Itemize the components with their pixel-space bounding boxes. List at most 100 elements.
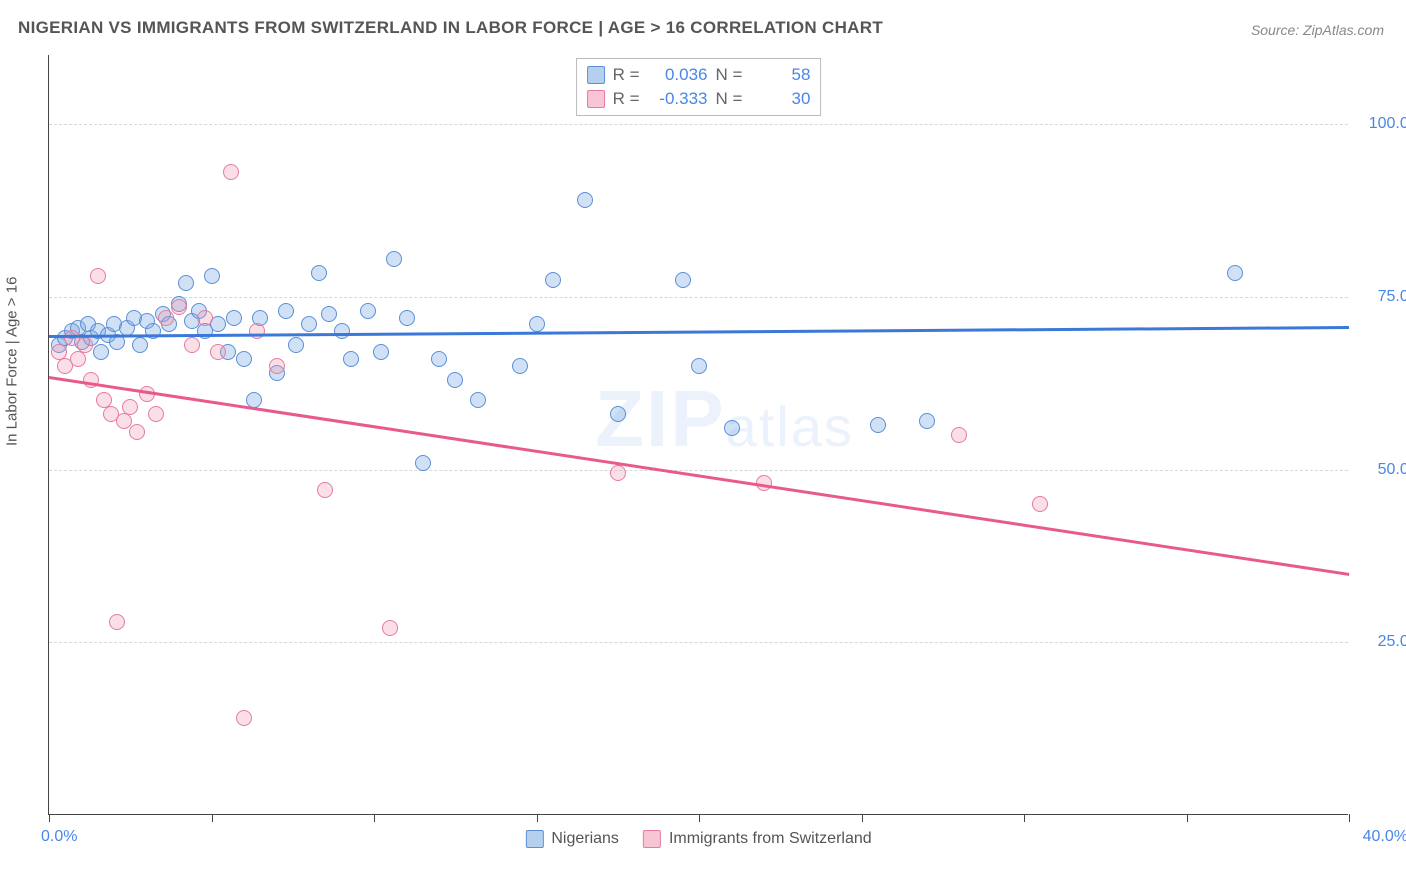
x-tick [699, 814, 700, 822]
data-point [93, 344, 109, 360]
data-point [415, 455, 431, 471]
data-point [1227, 265, 1243, 281]
data-point [431, 351, 447, 367]
r-label: R = [613, 89, 640, 109]
chart-title: NIGERIAN VS IMMIGRANTS FROM SWITZERLAND … [18, 18, 883, 38]
r-value: -0.333 [648, 89, 708, 109]
data-point [236, 710, 252, 726]
plot-area: ZIPatlas R = 0.036 N = 58 R = -0.333 N =… [48, 55, 1348, 815]
data-point [386, 251, 402, 267]
data-point [317, 482, 333, 498]
data-point [171, 299, 187, 315]
bottom-legend: Nigerians Immigrants from Switzerland [525, 830, 871, 848]
data-point [382, 620, 398, 636]
data-point [545, 272, 561, 288]
legend-item: Immigrants from Switzerland [643, 830, 872, 848]
correlation-chart: NIGERIAN VS IMMIGRANTS FROM SWITZERLAND … [0, 0, 1406, 892]
swatch-blue-icon [587, 66, 605, 84]
x-axis-min-label: 0.0% [41, 828, 77, 846]
data-point [288, 337, 304, 353]
data-point [90, 268, 106, 284]
r-label: R = [613, 65, 640, 85]
n-value: 30 [750, 89, 810, 109]
data-point [343, 351, 359, 367]
gridline [49, 297, 1348, 298]
data-point [470, 392, 486, 408]
n-label: N = [716, 89, 743, 109]
x-tick [49, 814, 50, 822]
data-point [301, 316, 317, 332]
data-point [321, 306, 337, 322]
data-point [529, 316, 545, 332]
data-point [109, 614, 125, 630]
n-value: 58 [750, 65, 810, 85]
legend-label: Immigrants from Switzerland [669, 830, 872, 848]
stats-row: R = 0.036 N = 58 [587, 63, 811, 87]
data-point [145, 323, 161, 339]
x-tick [1349, 814, 1350, 822]
data-point [132, 337, 148, 353]
y-axis-label: 75.0% [1378, 288, 1406, 306]
x-tick [212, 814, 213, 822]
swatch-pink-icon [587, 90, 605, 108]
data-point [724, 420, 740, 436]
r-value: 0.036 [648, 65, 708, 85]
data-point [311, 265, 327, 281]
data-point [610, 406, 626, 422]
gridline [49, 124, 1348, 125]
data-point [70, 351, 86, 367]
data-point [360, 303, 376, 319]
gridline [49, 642, 1348, 643]
x-tick [537, 814, 538, 822]
data-point [1032, 496, 1048, 512]
y-axis-title: In Labor Force | Age > 16 [4, 277, 21, 446]
data-point [373, 344, 389, 360]
y-axis-label: 25.0% [1378, 633, 1406, 651]
data-point [249, 323, 265, 339]
data-point [129, 424, 145, 440]
x-tick [1024, 814, 1025, 822]
data-point [870, 417, 886, 433]
trend-line [49, 376, 1349, 575]
x-axis-max-label: 40.0% [1363, 828, 1406, 846]
source-attribution: Source: ZipAtlas.com [1251, 22, 1384, 38]
data-point [447, 372, 463, 388]
data-point [197, 310, 213, 326]
x-tick [374, 814, 375, 822]
n-label: N = [716, 65, 743, 85]
watermark: ZIPatlas [595, 373, 854, 465]
data-point [122, 399, 138, 415]
data-point [675, 272, 691, 288]
y-axis-label: 100.0% [1369, 115, 1406, 133]
data-point [610, 465, 626, 481]
trend-line [49, 326, 1349, 337]
data-point [77, 337, 93, 353]
swatch-blue-icon [525, 830, 543, 848]
data-point [919, 413, 935, 429]
swatch-pink-icon [643, 830, 661, 848]
data-point [278, 303, 294, 319]
stats-row: R = -0.333 N = 30 [587, 87, 811, 111]
data-point [210, 344, 226, 360]
data-point [577, 192, 593, 208]
y-axis-label: 50.0% [1378, 461, 1406, 479]
data-point [269, 358, 285, 374]
data-point [512, 358, 528, 374]
data-point [178, 275, 194, 291]
data-point [951, 427, 967, 443]
data-point [184, 337, 200, 353]
x-tick [862, 814, 863, 822]
legend-item: Nigerians [525, 830, 619, 848]
data-point [399, 310, 415, 326]
data-point [148, 406, 164, 422]
data-point [334, 323, 350, 339]
data-point [204, 268, 220, 284]
data-point [226, 310, 242, 326]
data-point [236, 351, 252, 367]
x-tick [1187, 814, 1188, 822]
stats-legend-box: R = 0.036 N = 58 R = -0.333 N = 30 [576, 58, 822, 116]
watermark-sub: atlas [726, 395, 854, 458]
data-point [691, 358, 707, 374]
data-point [223, 164, 239, 180]
legend-label: Nigerians [551, 830, 619, 848]
